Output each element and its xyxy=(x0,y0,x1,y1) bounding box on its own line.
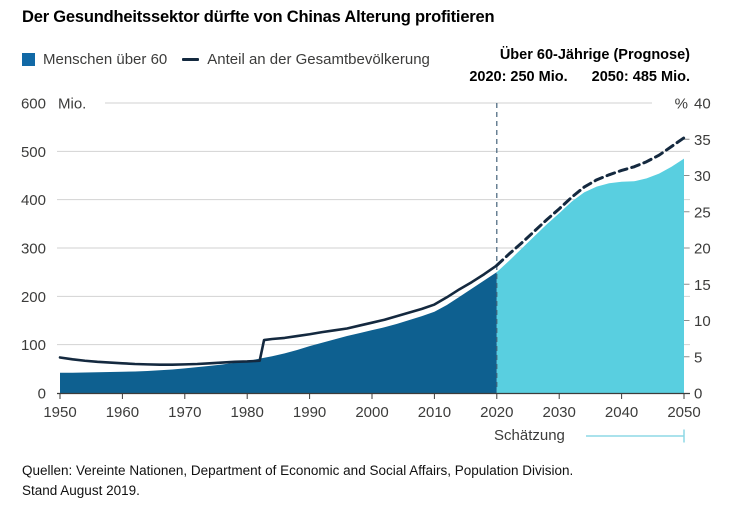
y-right-label-0: 0 xyxy=(694,386,702,403)
area-historical xyxy=(60,272,497,393)
x-label-2020: 2020 xyxy=(480,404,513,421)
y-right-label-35: 35 xyxy=(694,132,711,149)
legend-label: Menschen über 60 xyxy=(43,51,168,68)
x-label-1990: 1990 xyxy=(293,404,326,421)
y-right-label-30: 30 xyxy=(694,168,711,185)
y-right-label-10: 10 xyxy=(694,313,711,330)
value-2020: 2020: 250 Mio. xyxy=(469,69,568,85)
legend-label: Anteil an der Gesamtbevölkerung xyxy=(207,51,430,68)
x-label-2000: 2000 xyxy=(355,404,388,421)
line-swatch-icon xyxy=(182,58,200,61)
forecast-annotation-title: Über 60-Jährige (Prognose) xyxy=(499,47,690,63)
share-line-historical xyxy=(58,264,499,367)
x-label-1980: 1980 xyxy=(231,404,264,421)
y-left-label-0: 0 xyxy=(38,386,46,403)
source-note: Quellen: Vereinte Nationen, Department o… xyxy=(22,461,573,501)
chart-plot: 0 100 200 300 400 500 600 Mio. 0 5 10 15 20 25 30 35 40%… xyxy=(21,96,711,443)
x-label-1950: 1950 xyxy=(43,404,76,421)
y-right-label-25: 25 xyxy=(694,204,711,221)
y-left-label-100: 100 xyxy=(21,337,46,354)
y-left-label-300: 300 xyxy=(21,241,46,258)
share-line-forecast xyxy=(495,136,686,267)
x-label-2040: 2040 xyxy=(605,404,638,421)
x-label-2010: 2010 xyxy=(418,404,451,421)
y-right-label-5: 5 xyxy=(694,349,702,366)
y-right-unit-label: % xyxy=(675,96,688,113)
y-left-label-400: 400 xyxy=(21,192,46,209)
y-right-label-20: 20 xyxy=(694,241,711,258)
y-left-label-500: 500 xyxy=(21,144,46,161)
x-label-1970: 1970 xyxy=(168,404,201,421)
forecast-annotation: Über 60-Jährige (Prognose) 2020: 250 Mio… xyxy=(469,44,690,88)
x-label-1960: 1960 xyxy=(106,404,139,421)
value-2050: 2050: 485 Mio. xyxy=(591,69,690,85)
x-label-2050: 2050 xyxy=(667,404,700,421)
source-line-2: Stand August 2019. xyxy=(22,483,140,498)
y-left-label-600: 600 xyxy=(21,96,46,113)
y-right-label-40: 40 xyxy=(694,96,711,113)
y-left-label-200: 200 xyxy=(21,289,46,306)
page-title: Der Gesundheitssektor dürfte von Chinas … xyxy=(22,8,495,26)
legend-item-menschen-ueber-60: Menschen über 60 xyxy=(22,51,167,68)
legend: Menschen über 60 Anteil an der Gesamtbev… xyxy=(22,51,430,68)
forecast-annotation-values: 2020: 250 Mio. 2050: 485 Mio. xyxy=(469,66,690,88)
y-left-unit-label: Mio. xyxy=(58,96,86,113)
forecast-range-label: Schätzung xyxy=(494,427,565,444)
legend-item-anteil: Anteil an der Gesamtbevölkerung xyxy=(182,51,430,68)
y-right-label-15: 15 xyxy=(694,277,711,294)
x-label-2030: 2030 xyxy=(543,404,576,421)
area-forecast xyxy=(496,158,684,393)
area-swatch-icon xyxy=(22,53,35,66)
source-line-1: Quellen: Vereinte Nationen, Department o… xyxy=(22,463,574,478)
